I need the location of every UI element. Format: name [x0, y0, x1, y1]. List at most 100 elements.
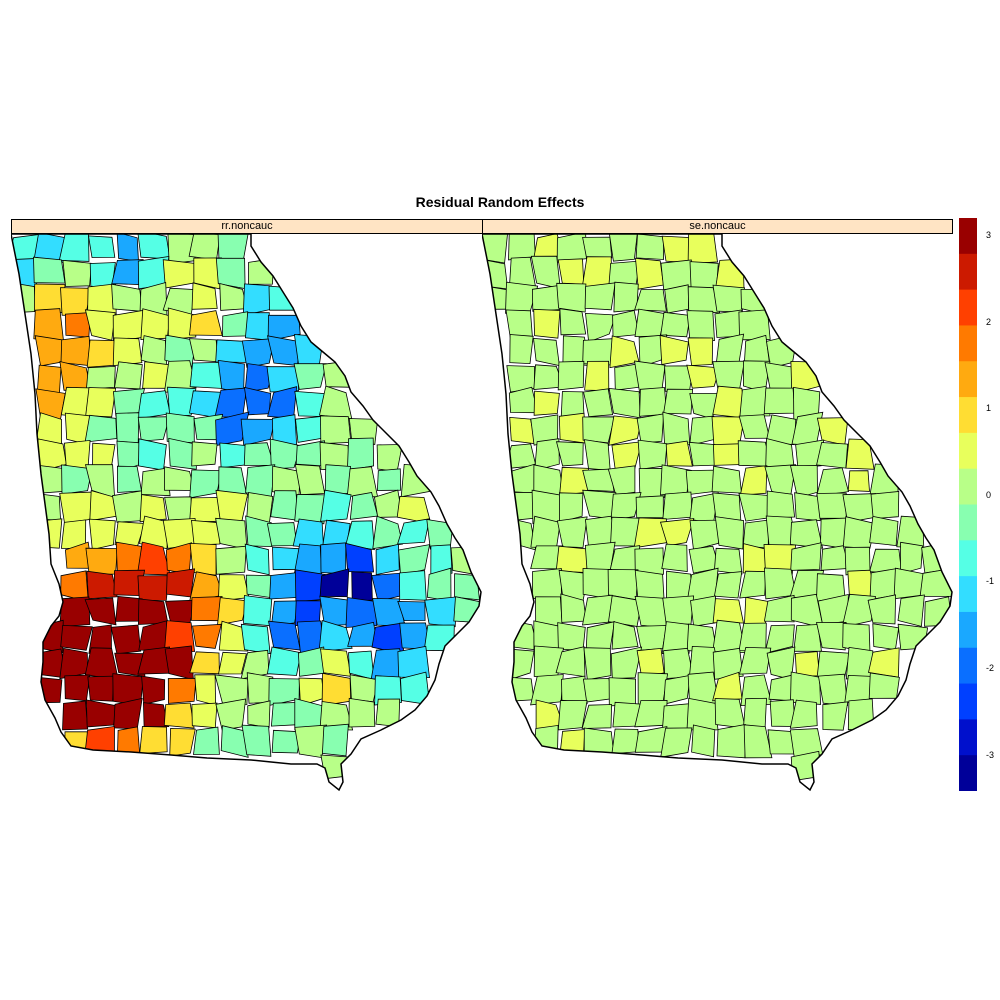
county-polygon [267, 314, 301, 342]
county-polygon [533, 308, 561, 339]
county-polygon [584, 360, 610, 392]
county-polygon [84, 597, 117, 626]
county-polygon [164, 645, 194, 681]
county-polygon [663, 674, 691, 705]
county-polygon [503, 676, 535, 702]
county-polygon [738, 309, 771, 341]
county-polygon [320, 415, 352, 445]
county-polygon [868, 672, 900, 699]
county-polygon [140, 467, 171, 497]
county-polygon [193, 726, 220, 755]
county-polygon [60, 624, 93, 651]
county-polygon [582, 236, 613, 260]
county-polygon [924, 596, 952, 627]
county-polygon [872, 623, 900, 651]
county-polygon [110, 624, 142, 655]
county-polygon [64, 674, 91, 702]
county-polygon [58, 234, 90, 262]
county-polygon [738, 646, 772, 675]
county-polygon [189, 310, 223, 336]
legend-tick-label: -2 [986, 663, 995, 673]
county-polygon [822, 701, 849, 731]
county-polygon [634, 547, 664, 576]
county-polygon [137, 416, 171, 442]
county-polygon [847, 470, 870, 492]
georgia-county-map-rr [11, 234, 482, 792]
legend-tick-label: -3 [986, 750, 995, 760]
county-polygon [661, 621, 692, 655]
county-polygon [533, 337, 560, 367]
county-polygon [115, 412, 140, 446]
county-polygon [608, 415, 643, 446]
county-polygon [116, 234, 139, 262]
legend-swatch [959, 647, 977, 685]
legend-tick-label: -1 [986, 576, 995, 586]
county-polygon [270, 600, 299, 627]
county-polygon [689, 519, 721, 551]
county-polygon [215, 489, 249, 522]
county-polygon [794, 651, 820, 677]
county-polygon [294, 697, 323, 731]
county-polygon [346, 466, 379, 498]
county-polygon [85, 387, 117, 418]
county-polygon [374, 675, 402, 706]
county-polygon [222, 311, 249, 337]
county-polygon [608, 387, 641, 419]
county-polygon [869, 515, 899, 547]
legend-swatch [959, 289, 977, 327]
county-polygon [424, 596, 457, 628]
county-polygon [636, 647, 665, 678]
county-polygon [139, 494, 167, 523]
county-polygon [346, 437, 375, 471]
county-polygon [584, 282, 616, 311]
county-polygon [218, 620, 249, 652]
county-polygon [320, 489, 352, 522]
county-polygon [141, 675, 166, 705]
county-polygon [190, 596, 223, 622]
county-polygon [686, 697, 719, 731]
county-polygon [659, 518, 695, 547]
county-polygon [686, 364, 721, 389]
legend-swatch [959, 576, 977, 613]
county-polygon [85, 699, 118, 728]
county-polygon [397, 600, 426, 622]
county-polygon [738, 414, 771, 439]
county-polygon [163, 620, 196, 653]
county-polygon [85, 547, 118, 576]
county-polygon [610, 646, 643, 679]
county-polygon [244, 543, 270, 576]
county-polygon [611, 621, 639, 650]
county-polygon [556, 516, 588, 548]
county-polygon [59, 596, 91, 628]
county-polygon [137, 598, 169, 625]
county-polygon [688, 441, 717, 467]
county-polygon [582, 678, 613, 703]
county-polygon [349, 674, 379, 703]
county-polygon [167, 677, 197, 704]
color-key [959, 218, 977, 791]
county-polygon [191, 702, 218, 729]
county-polygon [841, 593, 876, 628]
legend-tick-label: 3 [986, 230, 992, 240]
county-polygon [215, 517, 248, 550]
legend-swatch [959, 755, 977, 791]
county-polygon [319, 568, 350, 598]
county-polygon [189, 361, 224, 389]
county-polygon [659, 334, 689, 365]
county-polygon [215, 545, 247, 575]
county-polygon [743, 724, 773, 759]
county-polygon [764, 624, 795, 654]
county-polygon [245, 515, 273, 548]
county-polygon [714, 698, 746, 729]
county-polygon [271, 729, 302, 754]
county-polygon [38, 493, 62, 521]
county-polygon [636, 413, 665, 444]
county-polygon [214, 674, 249, 706]
county-polygon [712, 598, 744, 624]
county-polygon [559, 308, 587, 336]
strip-rr-noncauc: rr.noncauc [11, 219, 483, 234]
county-polygon [845, 438, 875, 470]
county-polygon [897, 594, 925, 627]
county-polygon [583, 439, 611, 471]
legend-swatch [959, 719, 977, 756]
